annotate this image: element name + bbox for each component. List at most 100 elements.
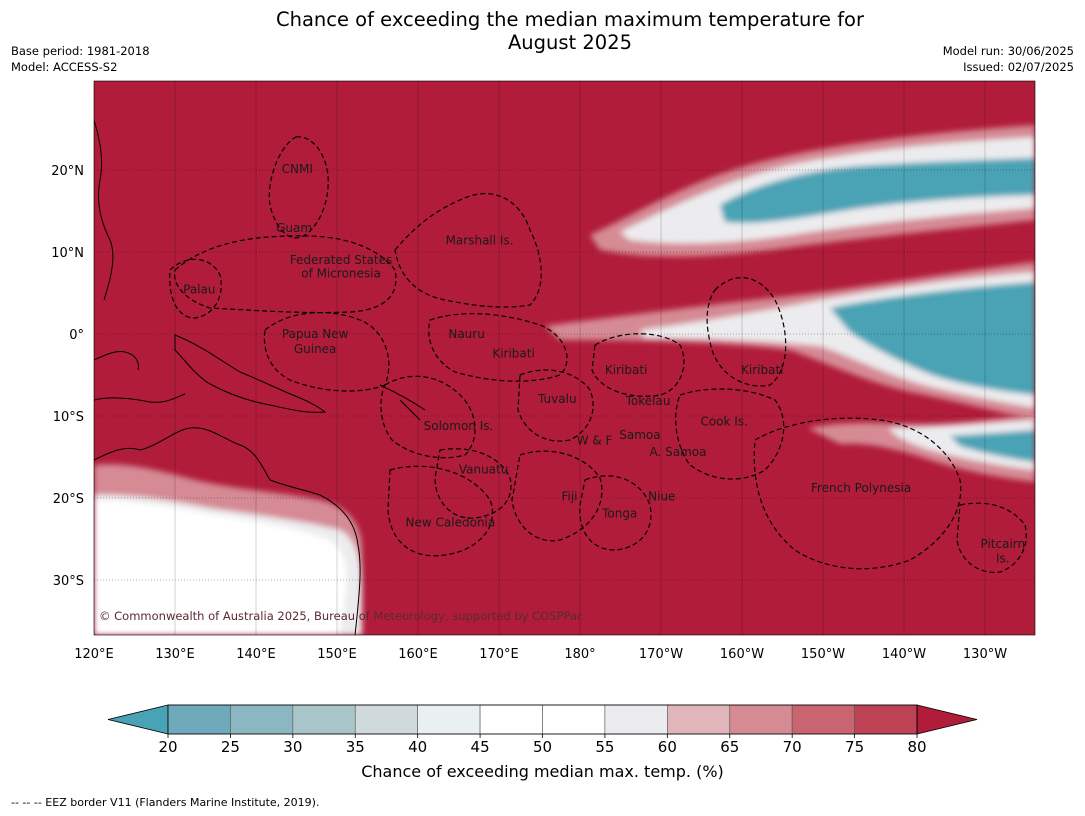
region-label: Marshall Is.	[446, 234, 514, 248]
region-label: Fiji	[561, 489, 577, 503]
longitude-tick-label: 150°W	[801, 647, 845, 662]
region-label: Is.	[996, 552, 1010, 566]
colorbar-segment	[167, 704, 231, 735]
low-probability-southeast	[808, 414, 1035, 482]
eez-palau	[169, 258, 222, 319]
colorbar-tick-label: 25	[221, 738, 240, 756]
meta-left: Base period: 1981-2018 Model: ACCESS-S2	[11, 43, 150, 75]
colorbar-segment	[667, 704, 731, 735]
longitude-tick-label: 120°E	[74, 647, 114, 662]
model-run: Model run: 30/06/2025	[942, 44, 1074, 58]
colorbar-tick-label: 20	[158, 738, 177, 756]
colorbar-segment	[230, 704, 294, 735]
colorbar-segment	[542, 704, 606, 735]
eez-kiribati-east	[706, 277, 787, 387]
region-label: Samoa	[619, 428, 660, 442]
map-frame	[93, 80, 1036, 636]
low-probability-australia	[94, 464, 362, 635]
region-label: CNMI	[282, 162, 313, 176]
title-line-2: August 2025	[507, 31, 633, 54]
latitude-tick-label: 20°S	[53, 492, 84, 507]
colorbar-tick-label: 35	[346, 738, 365, 756]
latitude-tick-label: 30°S	[53, 574, 84, 589]
region-label: Tokelau	[625, 394, 671, 408]
base-period: Base period: 1981-2018	[11, 44, 150, 58]
indonesia-coast	[94, 351, 186, 403]
colorbar-segment	[292, 704, 356, 735]
region-label: Guam	[276, 221, 312, 235]
region-label: Pitcairn	[981, 537, 1026, 551]
eez-cook	[675, 388, 785, 480]
coastlines	[94, 119, 426, 635]
region-label: A. Samoa	[650, 445, 707, 459]
latitude-tick-labels: 20°N 10°N 0° 10°S 20°S 30°S	[51, 164, 84, 589]
colorbar-segment	[729, 704, 793, 735]
eez-new-caledonia	[387, 465, 494, 557]
longitude-tick-label: 180°	[564, 647, 595, 662]
low-probability-equatorial	[545, 262, 1035, 420]
colorbar-label: Chance of exceeding median max. temp. (%…	[361, 762, 724, 781]
longitude-tick-label: 160°E	[398, 647, 438, 662]
eez-kiribati-central	[591, 333, 685, 397]
region-label: of Micronesia	[301, 266, 381, 280]
colorbar-tick-label: 30	[283, 738, 302, 756]
region-label: Nauru	[448, 327, 484, 341]
colorbar-tick-label: 55	[595, 738, 614, 756]
colorbar-tick-label: 45	[471, 738, 490, 756]
australia-coast	[94, 427, 361, 635]
issued-date: Issued: 02/07/2025	[963, 60, 1074, 74]
colorbar-tick-label: 50	[533, 738, 552, 756]
model-name: Model: ACCESS-S2	[11, 60, 118, 74]
eez-tuvalu	[517, 369, 594, 442]
region-label: Tonga	[601, 507, 637, 521]
region-label: Kiribati	[492, 347, 534, 361]
region-label: New Caledonia	[406, 516, 496, 530]
longitude-tick-label: 140°W	[882, 647, 926, 662]
colorbar-segment	[791, 704, 855, 735]
philippines-coast	[94, 119, 114, 301]
eez-french-polynesia	[753, 417, 962, 570]
graticule	[94, 81, 1035, 635]
longitude-tick-labels: 120°E 130°E 140°E 150°E 160°E 170°E 180° 170°W 1…	[74, 647, 1007, 662]
eez-vanuatu	[434, 448, 512, 519]
title-line-1: Chance of exceeding the median maximum t…	[275, 8, 865, 31]
eez-tonga	[579, 475, 652, 551]
colorbar: 20 25 30 35 40 45 50 55 60 65 70 75 80	[107, 704, 978, 756]
region-label: Vanuatu	[459, 462, 509, 476]
region-label: Tuvalu	[537, 392, 577, 406]
region-label: Guinea	[294, 342, 337, 356]
eez-micronesia	[174, 235, 397, 314]
colorbar-tick-label: 70	[783, 738, 802, 756]
colorbar-segment	[604, 704, 668, 735]
region-label: Niue	[648, 489, 675, 503]
eez-fiji	[511, 450, 603, 542]
colorbar-min-extension	[107, 704, 169, 735]
longitude-tick-label: 170°E	[479, 647, 519, 662]
colorbar-tick-label: 60	[658, 738, 677, 756]
longitude-tick-label: 130°E	[155, 647, 195, 662]
colorbar-max-extension	[916, 704, 978, 735]
colorbar-segment	[354, 704, 418, 735]
region-label: Kiribati	[605, 363, 647, 377]
copyright-notice: © Commonwealth of Australia 2025, Bureau…	[99, 609, 584, 623]
longitude-tick-label: 130°W	[963, 647, 1007, 662]
new-guinea-coast	[174, 334, 327, 413]
region-label: French Polynesia	[811, 481, 911, 495]
colorbar-tick-label: 80	[907, 738, 926, 756]
colorbar-segment	[854, 704, 918, 735]
latitude-tick-label: 10°S	[53, 410, 84, 425]
eez-pitcairn	[956, 502, 1027, 573]
colorbar-tick-label: 75	[845, 738, 864, 756]
region-label: Palau	[183, 283, 215, 297]
eez-kiribati-west	[428, 313, 568, 382]
colorbar-segment	[417, 704, 481, 735]
eez-footnote: -- -- -- EEZ border V11 (Flanders Marine…	[11, 796, 320, 809]
region-label: Cook Is.	[700, 415, 747, 429]
region-label: Kiribati	[741, 363, 783, 377]
eez-cnmi	[268, 136, 329, 239]
eez-solomon	[380, 375, 476, 459]
region-label: Papua New	[282, 327, 349, 341]
